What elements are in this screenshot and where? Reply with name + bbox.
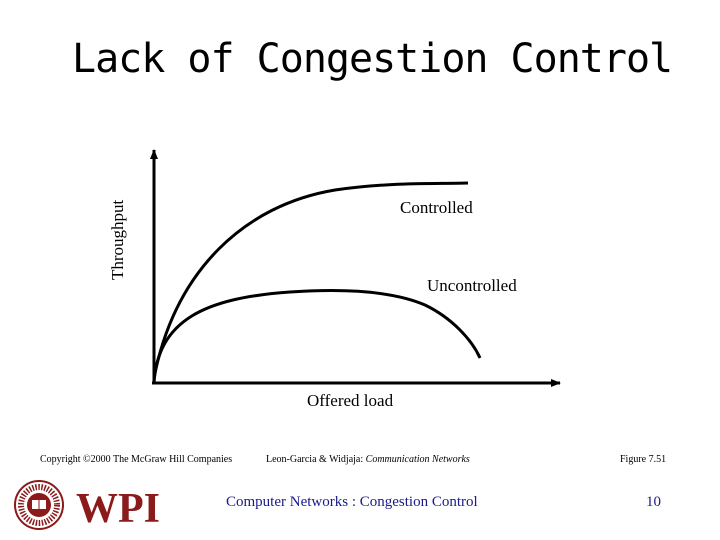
x-axis-label: Offered load [307,391,394,410]
wpi-logo: WPI [14,480,160,530]
copyright-text: Copyright ©2000 The McGraw Hill Companie… [40,454,233,465]
uncontrolled-curve [152,289,482,384]
controlled-curve [152,181,469,379]
controlled-label: Controlled [400,198,473,217]
figure-reference: Figure 7.51 [620,454,667,465]
citation-book: Communication Networks [365,454,470,465]
footer-topic: Computer Networks : Congestion Control [226,494,478,510]
page-number: 10 [646,494,661,510]
seal-band [18,484,60,526]
uncontrolled-label: Uncontrolled [427,276,517,295]
citation-authors: Leon-Garcia & Widjaja: [266,454,366,465]
slide-title: Lack of Congestion Control [72,36,673,82]
y-axis-label: Throughput [108,199,127,280]
citation: Leon-Garcia & Widjaja: Communication Net… [266,454,470,465]
logo-wordmark: WPI [76,486,160,530]
